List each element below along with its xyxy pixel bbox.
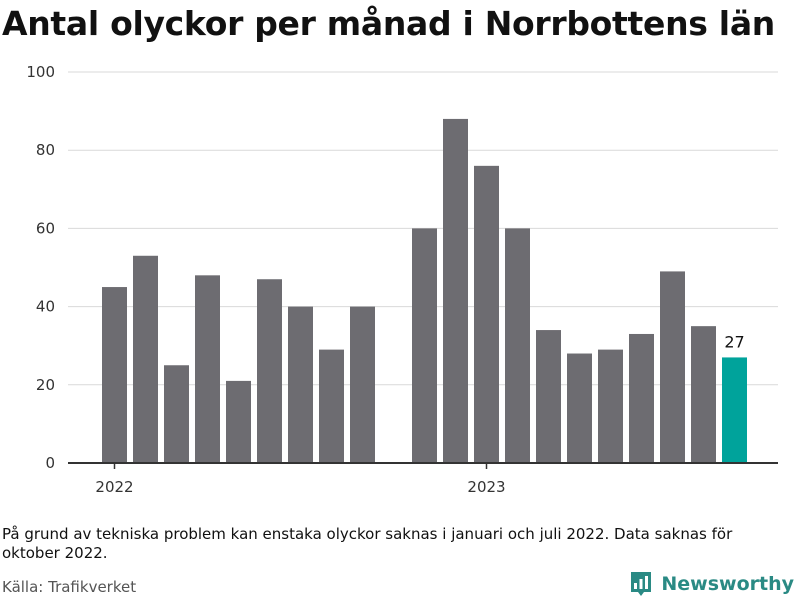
bar bbox=[598, 349, 623, 463]
chart-title: Antal olyckor per månad i Norrbottens lä… bbox=[2, 4, 775, 43]
y-tick-label: 60 bbox=[36, 219, 55, 237]
bar bbox=[319, 349, 344, 463]
brand-name: Newsworthy bbox=[661, 573, 794, 595]
bar bbox=[195, 275, 220, 463]
newsworthy-logo-icon bbox=[631, 572, 652, 596]
bar bbox=[505, 228, 530, 463]
bar bbox=[536, 330, 561, 463]
bar bbox=[102, 287, 127, 463]
bar bbox=[474, 165, 499, 463]
bar bbox=[691, 326, 716, 463]
y-tick-label: 100 bbox=[26, 63, 55, 81]
bar-chart: 0 20 40 60 80 100 27 2022 2023 bbox=[26, 63, 778, 496]
bar bbox=[164, 365, 189, 463]
bar bbox=[226, 380, 251, 463]
source-credit: Källa: Trafikverket bbox=[2, 578, 137, 596]
x-tick-label: 2022 bbox=[95, 478, 133, 496]
bar bbox=[660, 271, 685, 463]
y-tick-label: 40 bbox=[36, 298, 55, 316]
bar bbox=[443, 118, 468, 464]
brand-logo[interactable]: Newsworthy bbox=[629, 570, 794, 598]
bar-highlight bbox=[722, 357, 747, 463]
bar bbox=[629, 333, 654, 463]
y-tick-label: 20 bbox=[36, 376, 55, 394]
bar bbox=[288, 306, 313, 463]
x-tick-label: 2023 bbox=[467, 478, 505, 496]
bar bbox=[257, 279, 282, 463]
data-label: 27 bbox=[724, 332, 744, 351]
bar bbox=[567, 353, 592, 463]
bar bbox=[133, 255, 158, 463]
y-tick-label: 0 bbox=[45, 454, 55, 472]
y-tick-label: 80 bbox=[36, 141, 55, 159]
bar bbox=[350, 306, 375, 463]
footnote: På grund av tekniska problem kan enstaka… bbox=[2, 525, 733, 562]
bar bbox=[412, 228, 437, 463]
